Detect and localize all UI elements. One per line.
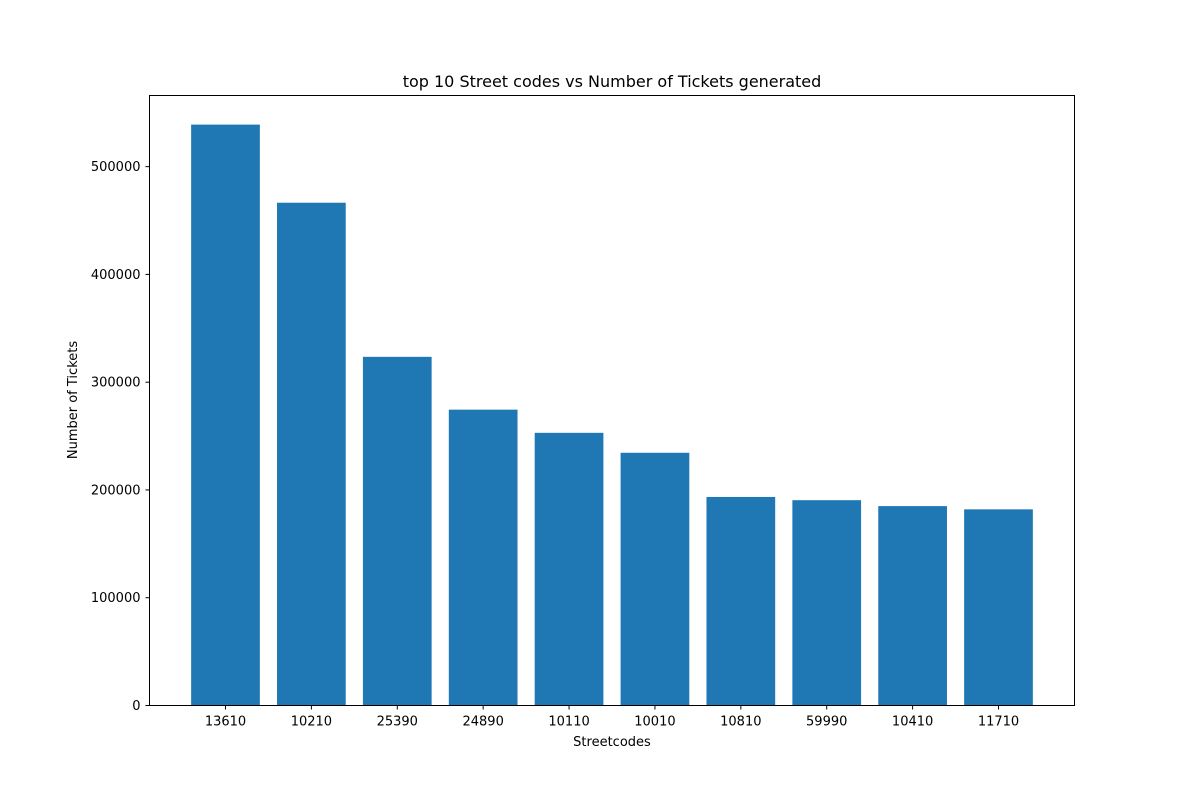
bar-10010: [620, 452, 690, 706]
bar-10810: [706, 496, 776, 706]
bar-24890: [448, 409, 518, 706]
y-tick-label-300000: 300000: [91, 376, 141, 391]
x-tick-label-10410: 10410: [892, 715, 933, 730]
x-tick-label-24890: 24890: [462, 715, 503, 730]
y-tick-label-200000: 200000: [91, 483, 141, 498]
y-tick-label-100000: 100000: [91, 591, 141, 606]
y-ticks-group: 0 100000 200000 300000 400000 500000: [91, 160, 150, 714]
bar-25390: [362, 356, 432, 706]
y-tick-label-500000: 500000: [91, 160, 141, 175]
bar-10110: [534, 432, 604, 706]
chart-title: top 10 Street codes vs Number of Tickets…: [403, 72, 822, 91]
x-tick-label-59990: 59990: [806, 715, 847, 730]
y-tick-label-400000: 400000: [91, 268, 141, 283]
x-tick-label-10010: 10010: [634, 715, 675, 730]
x-tick-label-10210: 10210: [291, 715, 332, 730]
bars-group: [191, 124, 1033, 706]
x-ticks-group: 13610 10210 25390 24890 10110 10010 10810 59990…: [205, 705, 1019, 730]
bar-10210: [277, 202, 346, 706]
y-tick-label-0: 0: [132, 699, 140, 714]
bar-59990: [792, 500, 862, 706]
x-axis-label: Streetcodes: [573, 735, 651, 750]
y-axis-label: Number of Tickets: [66, 341, 81, 459]
bar-13610: [191, 124, 260, 706]
x-tick-label-11710: 11710: [978, 715, 1019, 730]
x-tick-label-10810: 10810: [720, 715, 761, 730]
x-tick-label-25390: 25390: [377, 715, 418, 730]
x-tick-label-13610: 13610: [205, 715, 246, 730]
bar-10410: [878, 506, 947, 706]
bar-11710: [964, 509, 1033, 706]
plot-frame: [149, 95, 1075, 706]
x-tick-label-10110: 10110: [548, 715, 589, 730]
